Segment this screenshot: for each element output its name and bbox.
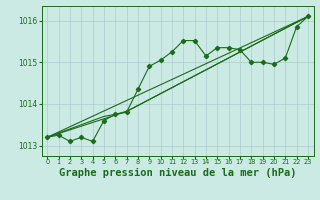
X-axis label: Graphe pression niveau de la mer (hPa): Graphe pression niveau de la mer (hPa) (59, 168, 296, 178)
